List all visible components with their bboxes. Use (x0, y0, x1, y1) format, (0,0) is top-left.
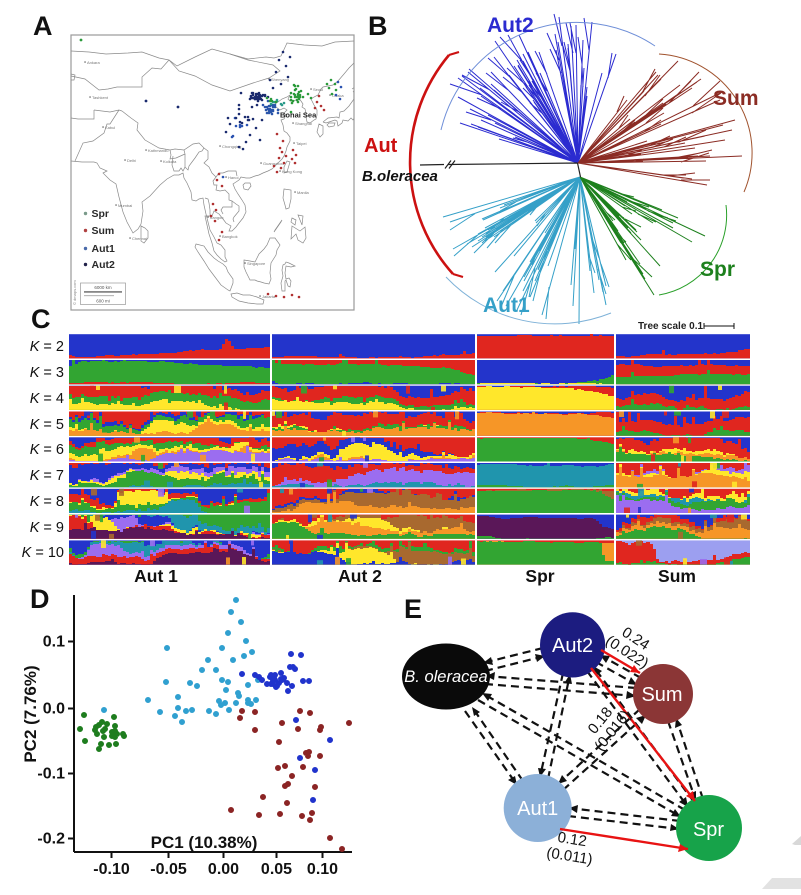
svg-text:K = 10: K = 10 (22, 545, 64, 561)
svg-text:Seoul: Seoul (313, 87, 323, 92)
svg-text:Aut2: Aut2 (552, 635, 593, 657)
svg-text:Mumbai: Mumbai (118, 203, 132, 208)
svg-text:Aut1: Aut1 (92, 243, 115, 255)
svg-text:Hong Kong: Hong Kong (282, 169, 302, 174)
svg-text:Spr: Spr (693, 819, 724, 841)
svg-text:Kathmandu: Kathmandu (148, 148, 168, 153)
svg-text:0.0: 0.0 (43, 701, 65, 718)
svg-text:Taipei: Taipei (296, 141, 307, 146)
svg-text:K = 2: K = 2 (30, 339, 64, 355)
svg-text:Jakarta: Jakarta (262, 294, 276, 299)
svg-text:K = 8: K = 8 (30, 494, 64, 510)
svg-text:Sum: Sum (658, 566, 696, 586)
svg-text:Aut2: Aut2 (92, 259, 115, 271)
svg-text:K = 4: K = 4 (30, 391, 64, 407)
svg-text:K = 3: K = 3 (30, 365, 64, 381)
svg-text:-0.05: -0.05 (150, 861, 187, 878)
svg-text:Spr: Spr (700, 258, 735, 281)
svg-text:E: E (404, 594, 422, 624)
svg-text:6000 km: 6000 km (94, 285, 112, 290)
svg-text:Guangzhou: Guangzhou (263, 161, 284, 166)
svg-text:-0.10: -0.10 (93, 861, 130, 878)
svg-text:PC1 (10.38%): PC1 (10.38%) (151, 833, 258, 852)
svg-text:600 mi: 600 mi (96, 299, 110, 304)
svg-text:Aut1: Aut1 (483, 294, 530, 317)
svg-text:PC2 (7.76%): PC2 (7.76%) (21, 665, 40, 762)
svg-text:Tashkent: Tashkent (92, 95, 109, 100)
svg-text:Sum: Sum (92, 225, 115, 237)
svg-text:C: C (31, 304, 51, 334)
svg-text:Aut 2: Aut 2 (338, 566, 382, 586)
svg-text:0.1: 0.1 (43, 634, 65, 651)
svg-text:Bangkok: Bangkok (222, 234, 238, 239)
svg-text:Aut 1: Aut 1 (134, 566, 178, 586)
svg-text:0.05: 0.05 (261, 861, 292, 878)
svg-text:Yangon: Yangon (210, 215, 224, 220)
svg-text:Sum: Sum (713, 87, 759, 110)
svg-text:0.00: 0.00 (208, 861, 239, 878)
svg-text:-0.2: -0.2 (37, 831, 65, 848)
svg-text:Shanghai: Shanghai (295, 121, 312, 126)
svg-text:© dmaps.com: © dmaps.com (72, 280, 77, 305)
svg-text:K = 6: K = 6 (30, 442, 64, 458)
svg-text:Bohai Sea: Bohai Sea (280, 111, 317, 120)
svg-text:B.oleracea: B.oleracea (362, 168, 438, 185)
svg-text:Chongqing: Chongqing (222, 144, 241, 149)
svg-text:Aut2: Aut2 (487, 14, 534, 37)
svg-text:Chennai: Chennai (132, 236, 147, 241)
svg-text:K = 7: K = 7 (30, 468, 64, 484)
svg-text:Kolkata: Kolkata (163, 159, 177, 164)
svg-text:Delhi: Delhi (127, 158, 136, 163)
svg-text:Kabul: Kabul (105, 125, 115, 130)
svg-text:Manila: Manila (297, 190, 310, 195)
svg-text:K = 5: K = 5 (30, 417, 64, 433)
svg-text:Spr: Spr (525, 566, 554, 586)
svg-text:Hanoi: Hanoi (228, 175, 239, 180)
svg-text:Aut1: Aut1 (517, 798, 558, 820)
svg-text:B: B (368, 11, 388, 41)
svg-text:Sum: Sum (641, 684, 682, 706)
svg-text:-0.1: -0.1 (37, 766, 65, 783)
svg-text:Spr: Spr (92, 208, 110, 220)
svg-text:A: A (33, 11, 53, 41)
svg-text:Osaka: Osaka (332, 93, 344, 98)
svg-text:Shenyang: Shenyang (271, 77, 289, 82)
svg-text:K = 9: K = 9 (30, 520, 64, 536)
svg-text:0.12: 0.12 (556, 829, 588, 850)
svg-text:Ankara: Ankara (87, 60, 100, 65)
svg-text:0.10: 0.10 (307, 861, 338, 878)
svg-text:Singapore: Singapore (247, 261, 266, 266)
svg-text:D: D (30, 584, 50, 614)
svg-text:Aut: Aut (364, 135, 398, 157)
svg-text:Tree scale 0.1: Tree scale 0.1 (638, 321, 703, 332)
svg-text:B. oleracea: B. oleracea (404, 668, 487, 686)
